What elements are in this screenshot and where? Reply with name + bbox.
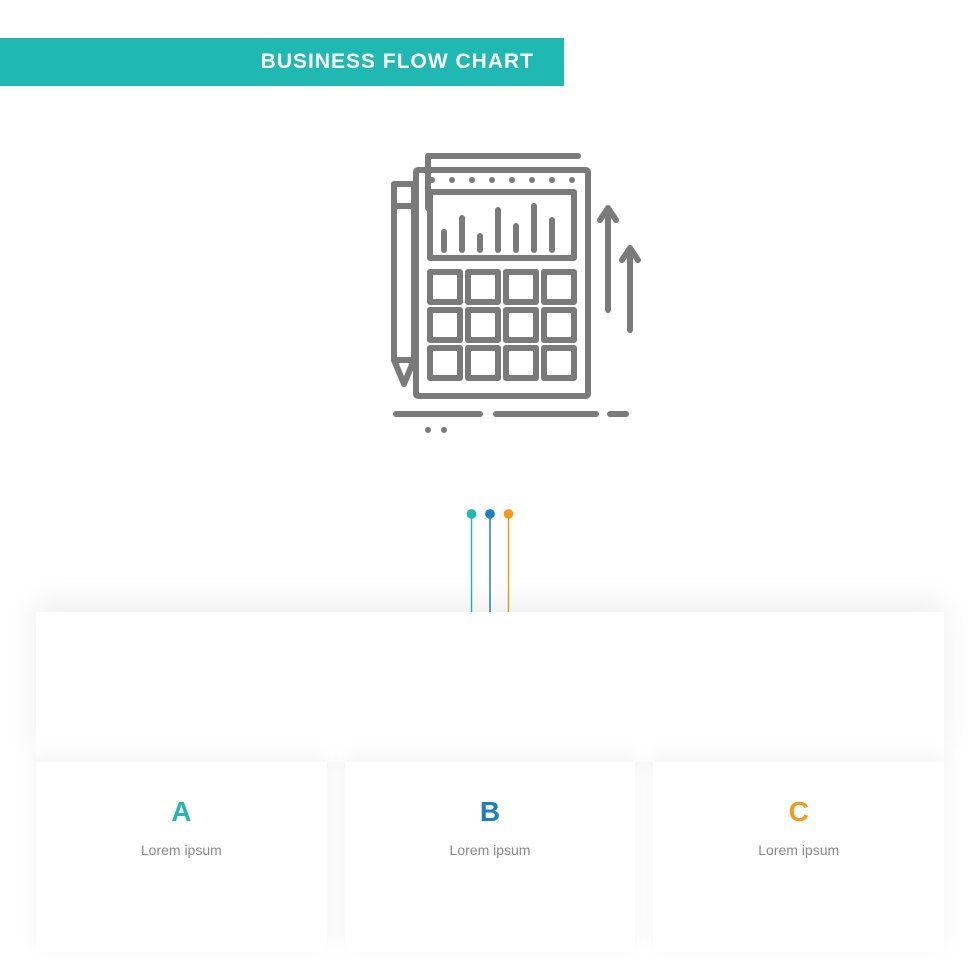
card-letter-c: C [789, 796, 809, 828]
card-letter-b: B [480, 796, 500, 828]
card-caption-a: Lorem ipsum [141, 842, 222, 858]
card-a: A Lorem ipsum [36, 762, 327, 952]
cards-area: A Lorem ipsum B Lorem ipsum C Lorem ipsu… [36, 612, 944, 952]
card-row: A Lorem ipsum B Lorem ipsum C Lorem ipsu… [36, 762, 944, 952]
card-c: C Lorem ipsum [653, 762, 944, 952]
title-bar: BUSINESS FLOW CHART [0, 38, 564, 86]
card-caption-b: Lorem ipsum [450, 842, 531, 858]
card-b: B Lorem ipsum [345, 762, 636, 952]
card-letter-a: A [171, 796, 191, 828]
cards-top-shelf [36, 612, 944, 762]
calculator-icon [310, 140, 670, 440]
card-caption-c: Lorem ipsum [758, 842, 839, 858]
title-text: BUSINESS FLOW CHART [261, 50, 534, 74]
